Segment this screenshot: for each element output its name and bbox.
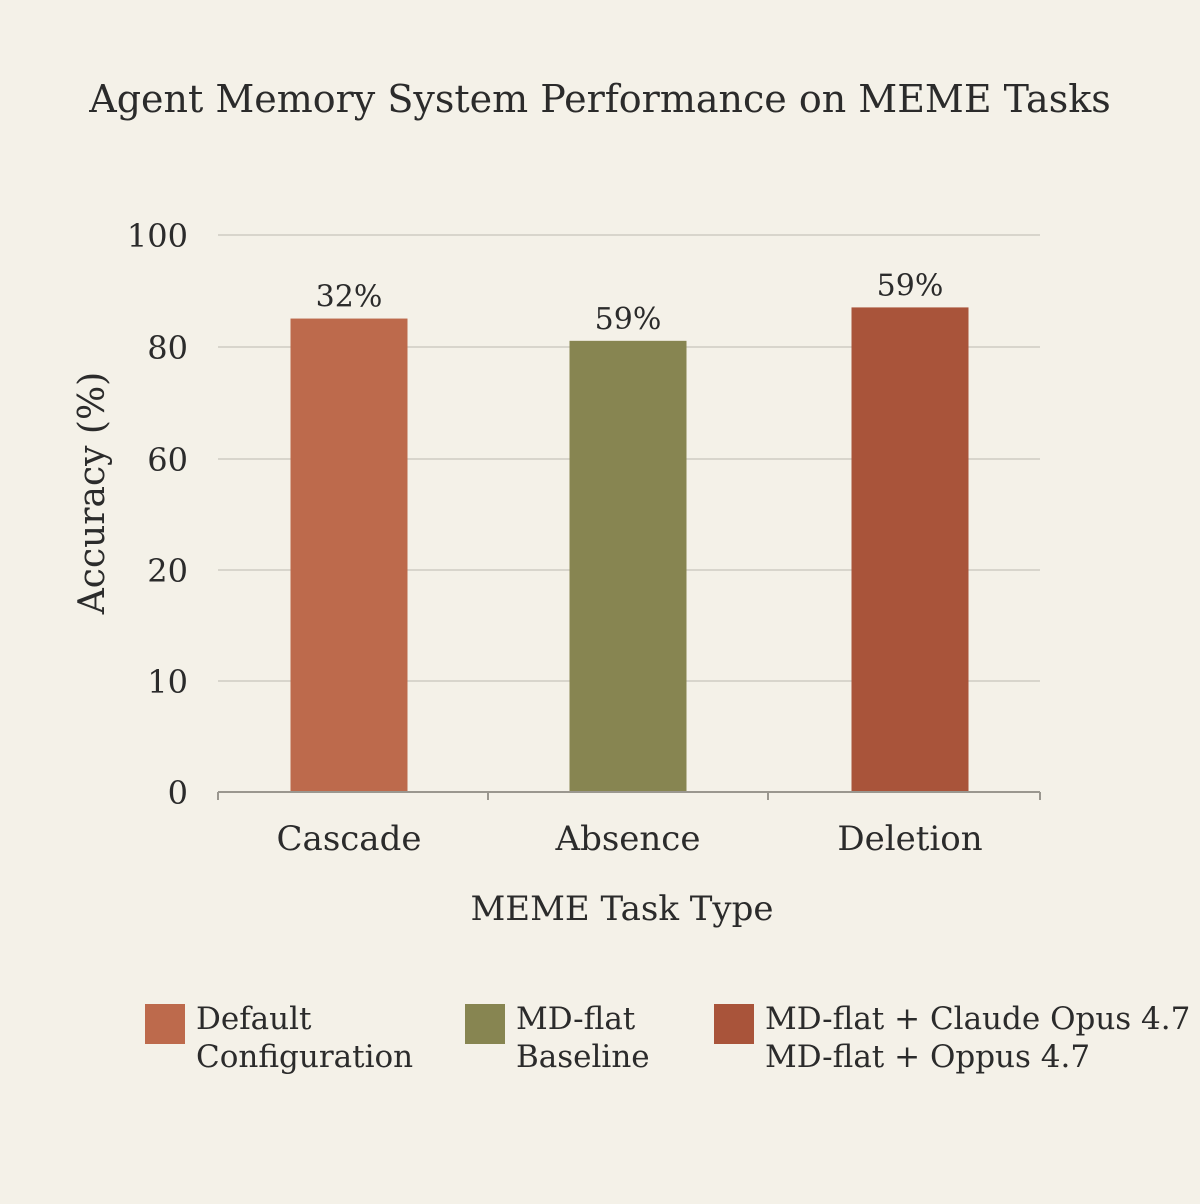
legend-label: MD-flat + Oppus 4.7 [765, 1039, 1090, 1075]
legend-swatch [714, 1004, 754, 1044]
y-tick-label: 0 [168, 774, 188, 812]
bars: 32% 59% 59% [290, 268, 969, 792]
x-axis-label: MEME Task Type [470, 889, 773, 929]
bar [569, 340, 687, 792]
x-tick-label: Deletion [837, 819, 982, 859]
legend-label: Configuration [196, 1039, 413, 1075]
data-label: 59% [877, 268, 944, 303]
chart-title: Agent Memory System Performance on MEME … [88, 77, 1111, 121]
legend-label: MD-flat + Claude Opus 4.7 [765, 1001, 1190, 1037]
legend: DefaultConfigurationMD-flatBaselineMD-fl… [145, 1001, 1190, 1075]
x-tick-label: Cascade [277, 819, 422, 859]
x-tick-label: Absence [555, 819, 701, 859]
y-tick-label: 10 [147, 663, 188, 701]
y-tick-label: 20 [147, 552, 188, 590]
bar [290, 318, 408, 792]
y-tick-label: 80 [147, 329, 188, 367]
legend-item: MD-flat + Claude Opus 4.7MD-flat + Oppus… [714, 1001, 1190, 1075]
legend-label: Default [196, 1001, 312, 1037]
legend-label: MD-flat [516, 1001, 636, 1037]
legend-swatch [145, 1004, 185, 1044]
bar [851, 307, 969, 792]
data-label: 32% [316, 280, 383, 315]
y-tick-label: 100 [127, 217, 188, 255]
legend-label: Baseline [516, 1039, 650, 1075]
y-tick-labels: 0 10 20 60 80 100 [127, 217, 188, 812]
y-tick-label: 60 [147, 441, 188, 479]
data-label: 59% [595, 302, 662, 337]
x-axis: Cascade Absence Deletion [217, 791, 1041, 859]
legend-swatch [465, 1004, 505, 1044]
y-axis-label: Accuracy (%) [72, 372, 113, 615]
